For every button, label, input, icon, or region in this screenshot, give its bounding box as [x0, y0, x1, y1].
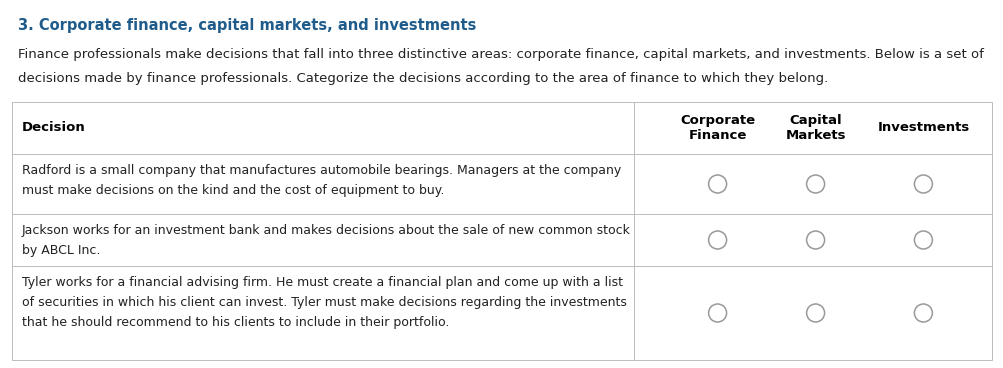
Text: Corporate
Finance: Corporate Finance — [679, 114, 754, 142]
Text: Radford is a small company that manufactures automobile bearings. Managers at th: Radford is a small company that manufact… — [22, 164, 621, 197]
Text: 3. Corporate finance, capital markets, and investments: 3. Corporate finance, capital markets, a… — [18, 18, 475, 33]
Text: decisions made by finance professionals. Categorize the decisions according to t: decisions made by finance professionals.… — [18, 72, 827, 85]
Text: Finance professionals make decisions that fall into three distinctive areas: cor: Finance professionals make decisions tha… — [18, 48, 983, 61]
Text: Capital
Markets: Capital Markets — [784, 114, 845, 142]
Text: Decision: Decision — [22, 121, 85, 134]
Text: Investments: Investments — [877, 121, 969, 134]
Text: Tyler works for a financial advising firm. He must create a financial plan and c: Tyler works for a financial advising fir… — [22, 276, 626, 329]
Text: Jackson works for an investment bank and makes decisions about the sale of new c: Jackson works for an investment bank and… — [22, 224, 630, 257]
FancyBboxPatch shape — [12, 102, 991, 360]
